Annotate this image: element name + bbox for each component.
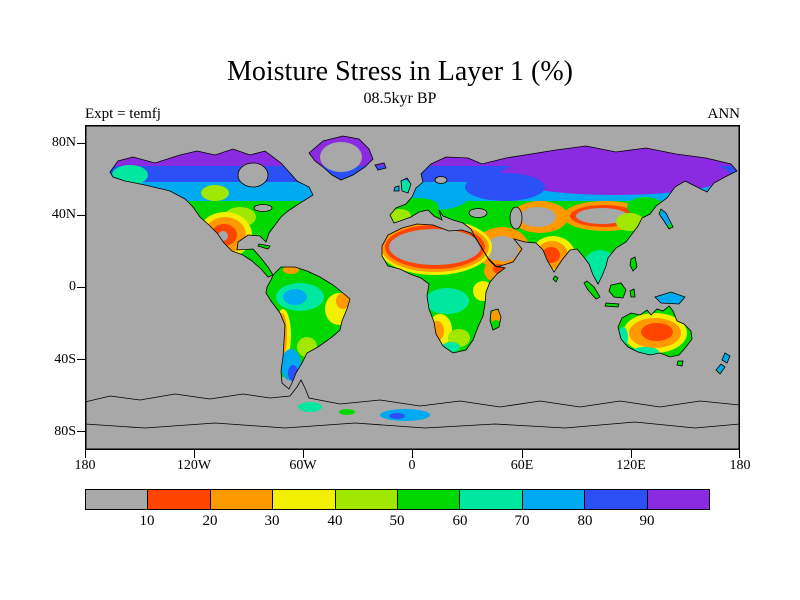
lon-tick	[85, 450, 86, 458]
colorbar-cell	[585, 490, 648, 509]
colorbar-cell	[210, 490, 274, 509]
map-frame	[85, 125, 740, 450]
colorbar-cell	[460, 490, 523, 509]
colorbar-label: 10	[139, 513, 155, 529]
lat-label-0: 0	[69, 279, 76, 294]
lon-label-120e: 120E	[616, 458, 646, 473]
lon-tick	[522, 450, 523, 458]
lat-tick	[77, 215, 85, 216]
lon-label-60e: 60E	[510, 458, 534, 473]
lon-tick	[412, 450, 413, 458]
colorbar-label: 40	[327, 513, 343, 529]
colorbar	[85, 489, 710, 510]
colorbar-cell	[398, 490, 461, 509]
colorbar-label: 50	[389, 513, 405, 529]
lon-tick	[739, 450, 740, 458]
season-label: ANN	[707, 106, 741, 122]
plot-subtitle: 08.5kyr BP	[363, 90, 437, 107]
experiment-label: Expt = temfj	[85, 106, 161, 122]
lat-label-80s: 80S	[54, 424, 76, 439]
lat-label-40n: 40N	[51, 207, 76, 222]
lat-tick	[77, 431, 85, 432]
lon-tick	[631, 450, 632, 458]
plot-title: Moisture Stress in Layer 1 (%)	[226, 56, 574, 87]
lat-tick	[77, 287, 85, 288]
lon-label-120w: 120W	[176, 458, 212, 473]
world-map-svg	[85, 125, 740, 450]
lon-label-180e: 180	[729, 458, 751, 473]
colorbar-cell	[522, 490, 586, 509]
colorbar-cell	[647, 490, 710, 509]
colorbar-label: 70	[514, 513, 530, 529]
colorbar-label: 20	[202, 513, 218, 529]
colorbar-label: 90	[639, 513, 655, 529]
lat-label-80n: 80N	[51, 135, 76, 150]
lon-tick	[303, 450, 304, 458]
lon-label-60w: 60W	[289, 458, 317, 473]
inland-seas	[237, 162, 523, 230]
lat-tick	[77, 359, 85, 360]
colorbar-label: 80	[577, 513, 593, 529]
lat-tick	[77, 143, 85, 144]
lon-label-180w: 180	[74, 458, 96, 473]
colorbar-cell	[273, 490, 336, 509]
map-border	[85, 125, 740, 450]
colorbar-cell	[148, 490, 211, 509]
lon-label-0: 0	[408, 458, 416, 473]
colorbar-label: 30	[264, 513, 280, 529]
colorbar-cell	[86, 490, 149, 509]
colorbar-cell	[335, 490, 399, 509]
lon-tick	[194, 450, 195, 458]
lat-label-40s: 40S	[54, 352, 76, 367]
colorbar-label: 60	[452, 513, 468, 529]
